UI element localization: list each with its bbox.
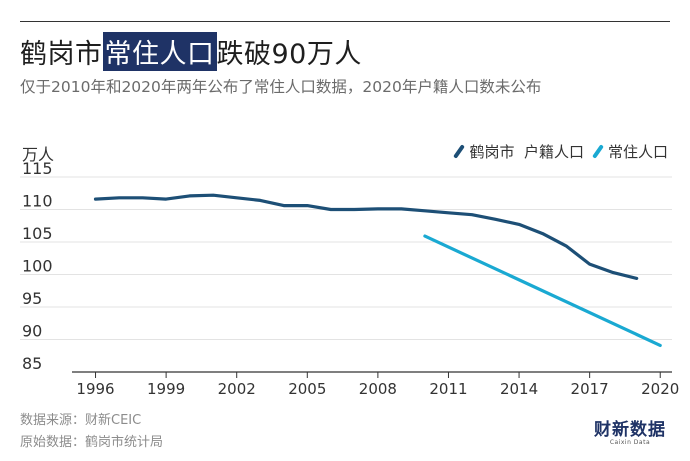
x-tick-label: 2008	[359, 380, 397, 398]
x-axis	[72, 371, 672, 378]
grid-lines	[20, 176, 672, 340]
y-tick-label: 95	[22, 289, 42, 308]
original-source: 原始数据：鹤岗市统计局	[20, 435, 164, 450]
title-city: 鹤岗市	[20, 38, 103, 70]
data-source: 数据来源：财新CEIC	[20, 413, 142, 428]
y-tick-label: 115	[22, 159, 53, 178]
series-line-huji	[93, 193, 639, 280]
legend-label-huji: 鹤岗市 户籍人口	[469, 143, 584, 161]
x-tick-label: 2002	[218, 380, 256, 398]
chart-legend: 鹤岗市 户籍人口 常住人口	[445, 141, 668, 162]
x-tick-label: 2005	[288, 380, 326, 398]
x-tick-label: 1999	[147, 380, 185, 398]
x-tick-label: 2020	[641, 380, 679, 398]
x-tick-labels: 1996 1999 2002 2005 2008 2011 2014 2017 2020	[76, 380, 679, 398]
y-axis-label: 万人	[22, 145, 55, 164]
series-line-changzhu	[423, 234, 662, 347]
y-tick-label: 90	[22, 322, 42, 341]
x-tick-label: 2011	[429, 380, 467, 398]
y-tick-label: 105	[22, 224, 53, 243]
title-highlight: 常住人口	[102, 31, 217, 71]
top-rule	[20, 21, 670, 22]
legend-item-huji: 鹤岗市 户籍人口	[453, 141, 584, 162]
brand-logo: 财新数据 Caixin Data	[594, 421, 666, 447]
y-tick-label: 100	[22, 257, 53, 276]
y-tick-label: 85	[22, 354, 42, 373]
legend-item-changzhu: 常住人口	[592, 141, 668, 162]
y-tick-label: 110	[22, 192, 53, 211]
title-rest: 跌破90万人	[216, 38, 362, 70]
x-tick-label: 2017	[571, 380, 609, 398]
brand-sub: Caixin Data	[609, 439, 651, 446]
series-lines	[93, 193, 662, 347]
brand-name: 财新数据	[594, 420, 666, 440]
chart-title: 鹤岗市 常住人口 跌破90万人	[20, 31, 362, 71]
x-tick-label: 1996	[76, 380, 114, 398]
y-tick-labels: 85 90 95 100 105 110 115	[22, 159, 53, 373]
x-tick-label: 2014	[500, 380, 538, 398]
chart-subtitle: 仅于2010年和2020年两年公布了常住人口数据，2020年户籍人口数未公布	[20, 78, 542, 96]
legend-label-changzhu: 常住人口	[607, 143, 668, 161]
